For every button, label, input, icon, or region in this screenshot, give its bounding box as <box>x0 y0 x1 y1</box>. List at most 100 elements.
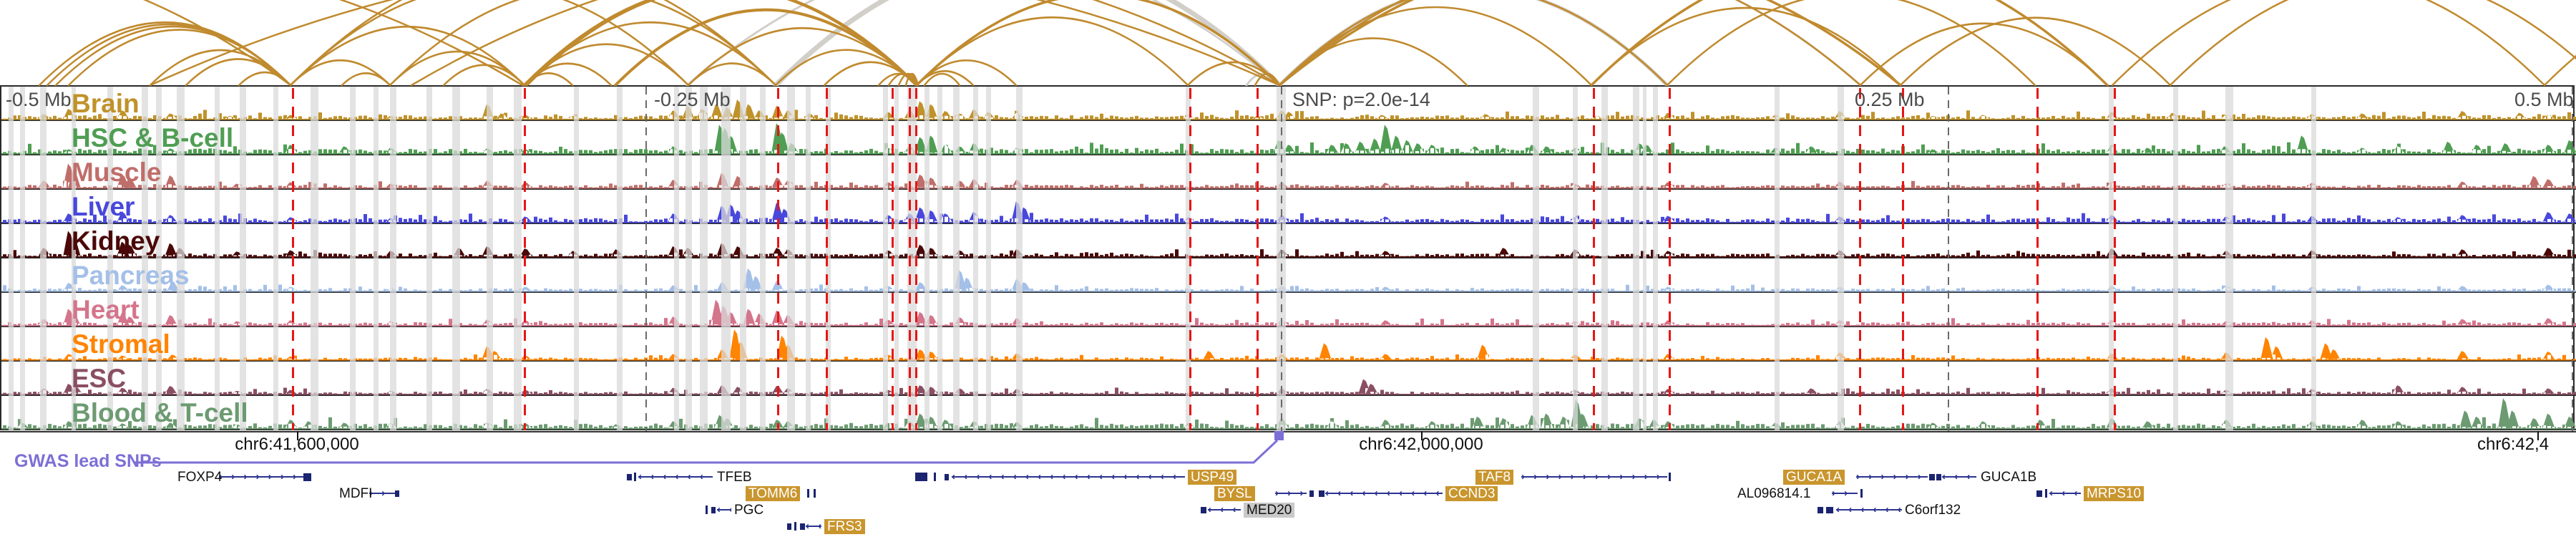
interaction-arc[interactable] <box>0 0 524 86</box>
interaction-arc[interactable] <box>149 0 1281 86</box>
gene-label[interactable]: GUCA1A <box>1783 470 1845 485</box>
interaction-arcs-track[interactable] <box>0 0 2576 86</box>
gene-label[interactable]: BYSL <box>1214 486 1255 501</box>
gene-label[interactable]: FOXP4 <box>177 470 223 485</box>
track-label[interactable]: Muscle <box>72 158 162 187</box>
gene-label[interactable]: C6orf132 <box>1905 503 1961 518</box>
interaction-arc[interactable] <box>2169 0 2576 86</box>
interaction-arc[interactable] <box>1590 6 1902 86</box>
track-label[interactable]: Pancreas <box>72 261 190 290</box>
gene-label[interactable]: FRS3 <box>824 519 865 534</box>
track-row-kidney[interactable]: Kidney <box>1 224 2576 258</box>
gene-intron-line <box>1521 476 1667 478</box>
interaction-arc[interactable] <box>915 59 1018 86</box>
gene-label[interactable]: CCND3 <box>1445 486 1498 501</box>
track-label[interactable]: Brain <box>72 89 140 118</box>
interaction-arc[interactable] <box>185 58 292 86</box>
gene-label[interactable]: AL096814.1 <box>1737 486 1811 501</box>
gene-intron-line <box>1836 509 1902 511</box>
interaction-arc[interactable] <box>289 26 526 86</box>
track-row-heart[interactable]: Heart <box>1 293 2576 327</box>
gene-intron-line <box>369 493 395 494</box>
track-row-liver[interactable]: Liver <box>1 190 2576 224</box>
highlight-band <box>760 87 766 432</box>
track-signal <box>1 200 2576 223</box>
interaction-arc[interactable] <box>1590 0 2109 86</box>
track-row-pancreas[interactable]: Pancreas <box>1 258 2576 293</box>
signal-tracks-area[interactable]: Brain HSC & B-cell Muscle Liver Kidney Pancre… <box>0 85 2576 432</box>
gene-intron-line <box>1275 493 1307 494</box>
interaction-arc[interactable] <box>774 49 918 86</box>
track-row-stromal[interactable]: Stromal <box>1 327 2576 362</box>
track-row-blood-t-cell[interactable]: Blood & T-cell <box>1 396 2576 430</box>
interaction-arc[interactable] <box>915 16 1189 86</box>
interaction-arc[interactable] <box>1278 0 1669 86</box>
interaction-arc[interactable] <box>289 59 391 86</box>
gene-exon-tick <box>2045 489 2047 498</box>
gene-exon-box <box>1936 473 1941 480</box>
track-label[interactable]: Liver <box>72 192 135 221</box>
interaction-arc[interactable] <box>526 0 918 86</box>
gene-label[interactable]: TAF8 <box>1475 470 1514 485</box>
linked-region-line <box>915 88 917 430</box>
interaction-arc[interactable] <box>442 64 526 86</box>
track-label[interactable]: ESC <box>72 364 127 393</box>
position-gridline <box>645 87 647 432</box>
interaction-arc[interactable] <box>0 0 292 86</box>
track-label[interactable]: Kidney <box>72 226 160 256</box>
interaction-arc[interactable] <box>2543 0 2576 86</box>
interaction-arc[interactable] <box>341 72 391 86</box>
gwas-snp-marker[interactable] <box>1274 431 1284 440</box>
track-row-muscle[interactable]: Muscle <box>1 155 2576 190</box>
interaction-arc[interactable] <box>2111 0 2546 86</box>
track-label[interactable]: Stromal <box>72 329 170 359</box>
interaction-arc[interactable] <box>289 0 690 86</box>
track-row-esc[interactable]: ESC <box>1 362 2576 396</box>
interaction-arc[interactable] <box>687 62 777 86</box>
interaction-arc[interactable] <box>1254 72 1281 86</box>
highlight-band <box>2173 87 2178 432</box>
interaction-arc[interactable] <box>1278 0 1862 86</box>
gene-label[interactable]: MDFI <box>339 486 373 501</box>
ruler-tick <box>1421 431 1423 440</box>
gene-label[interactable]: MRPS10 <box>2084 486 2145 501</box>
track-row-hsc-b-cell[interactable]: HSC & B-cell <box>1 121 2576 155</box>
gene-exon-box <box>395 490 399 497</box>
interaction-arc[interactable] <box>389 0 777 86</box>
interaction-arc[interactable] <box>389 50 526 86</box>
interaction-arc[interactable] <box>238 71 292 86</box>
interaction-arc[interactable] <box>1666 0 2036 86</box>
interaction-arc[interactable] <box>614 8 918 86</box>
interaction-arc[interactable] <box>923 72 961 86</box>
interaction-arc[interactable] <box>289 0 777 86</box>
linked-region-line <box>826 88 828 430</box>
gene-label[interactable]: USP49 <box>1188 470 1237 485</box>
linked-region-line <box>1669 88 1671 430</box>
interaction-arc[interactable] <box>687 27 918 86</box>
interaction-arc[interactable] <box>1899 16 2172 86</box>
interaction-arc[interactable] <box>915 0 1281 86</box>
interaction-arc[interactable] <box>1278 6 1593 86</box>
gwas-lead-snp-marker[interactable] <box>0 426 2576 476</box>
ruler-tick <box>2537 431 2539 440</box>
interaction-arc[interactable] <box>1859 22 2109 86</box>
track-row-brain[interactable]: Brain <box>1 87 2576 121</box>
gene-label[interactable]: PGC <box>734 503 764 518</box>
gene-label[interactable]: GUCA1B <box>1981 470 2037 485</box>
linked-region-line <box>892 88 894 430</box>
interaction-arc[interactable] <box>1186 61 1281 86</box>
gene-direction-arrows: › › <box>1832 488 1851 499</box>
track-label[interactable]: Heart <box>72 295 140 324</box>
gene-label[interactable]: MED20 <box>1244 503 1295 518</box>
interaction-arc[interactable] <box>773 0 1282 86</box>
interaction-arc[interactable] <box>67 29 292 86</box>
distance-label: 0.5 Mb <box>2514 89 2574 110</box>
gene-label[interactable]: TOMM6 <box>746 486 801 501</box>
track-label[interactable]: HSC & B-cell <box>72 123 234 153</box>
interaction-arc[interactable] <box>904 72 919 86</box>
gene-label[interactable]: TFEB <box>717 470 752 485</box>
interaction-arc[interactable] <box>686 0 1281 86</box>
interaction-arc[interactable] <box>410 0 1281 86</box>
track-label[interactable]: Blood & T-cell <box>72 398 248 427</box>
